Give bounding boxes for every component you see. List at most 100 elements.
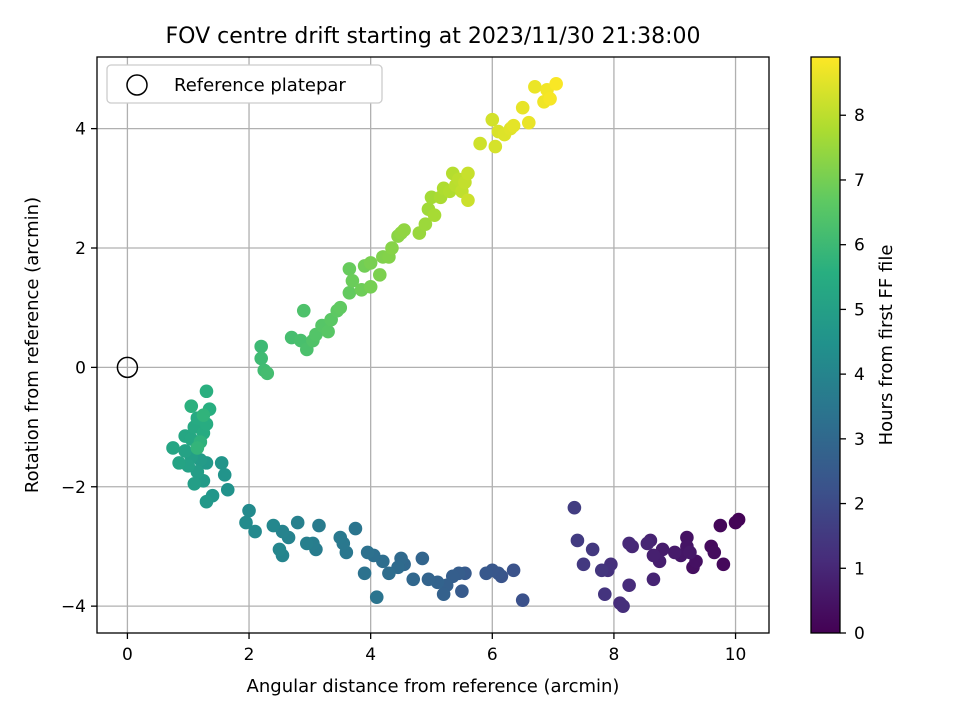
scatter-point bbox=[199, 384, 214, 399]
colorbar: 0 1 2 3 4 5 6 7 8 Hours from first FF file bbox=[810, 56, 897, 644]
scatter-point bbox=[321, 324, 335, 339]
scatter-point bbox=[646, 548, 661, 563]
colorbar-frame bbox=[810, 56, 841, 634]
x-tick-label: 6 bbox=[487, 645, 498, 665]
y-axis-ticks: −4 −2 0 2 4 bbox=[61, 120, 97, 617]
scatter-point bbox=[485, 112, 500, 127]
scatter-point bbox=[515, 100, 530, 115]
scatter-point bbox=[616, 599, 630, 613]
reference-point-marker bbox=[116, 356, 139, 379]
scatter-point bbox=[217, 468, 232, 482]
colorbar-tick-label: 0 bbox=[854, 624, 865, 644]
scatter-point bbox=[220, 482, 235, 497]
scatter-point bbox=[296, 303, 311, 318]
scatter-point bbox=[372, 268, 387, 282]
scatter-point bbox=[461, 193, 475, 208]
scatter-point bbox=[345, 274, 360, 288]
scatter-point bbox=[622, 536, 636, 551]
x-tick-label: 0 bbox=[122, 645, 133, 665]
x-tick-label: 4 bbox=[365, 645, 376, 665]
scatter-point bbox=[290, 515, 305, 530]
scatter-point bbox=[436, 587, 451, 602]
scatter-point bbox=[707, 545, 722, 560]
scatter-point bbox=[266, 518, 281, 533]
scatter-point bbox=[549, 77, 563, 91]
scatter-point bbox=[333, 530, 348, 545]
y-tick-label: −4 bbox=[61, 597, 86, 617]
x-tick-label: 2 bbox=[244, 645, 255, 665]
scatter-point bbox=[272, 542, 287, 557]
scatter-point bbox=[166, 441, 180, 455]
scatter-point bbox=[196, 408, 211, 422]
scatter-point bbox=[667, 545, 682, 560]
scatter-point bbox=[570, 533, 585, 548]
scatter-point bbox=[254, 351, 268, 366]
scatter-point bbox=[363, 280, 378, 294]
legend-box bbox=[106, 64, 383, 104]
y-tick-label: −2 bbox=[61, 478, 86, 498]
scatter-point bbox=[242, 503, 256, 518]
scatter-point bbox=[479, 566, 494, 581]
scatter-point bbox=[473, 136, 487, 151]
scatter-point bbox=[506, 118, 521, 133]
scatter-point bbox=[576, 557, 591, 572]
scatter-point bbox=[515, 593, 530, 607]
scatter-point bbox=[594, 563, 609, 578]
scatter-point bbox=[716, 557, 731, 572]
scatter-point bbox=[427, 208, 442, 222]
scatter-point bbox=[357, 566, 372, 581]
legend: Reference platepar bbox=[106, 64, 383, 104]
x-tick-label: 10 bbox=[725, 645, 747, 665]
scatter-points bbox=[166, 77, 746, 613]
scatter-point bbox=[190, 441, 205, 455]
scatter-point bbox=[521, 115, 536, 130]
scatter-point bbox=[239, 515, 253, 530]
scatter-point bbox=[506, 563, 521, 578]
scatter-point bbox=[385, 241, 399, 255]
scatter-point bbox=[187, 476, 202, 491]
scatter-point bbox=[260, 366, 275, 381]
scatter-point bbox=[360, 545, 375, 560]
scatter-point bbox=[585, 542, 600, 557]
scatter-point bbox=[543, 91, 557, 106]
scatter-point bbox=[248, 524, 262, 539]
chart-title: FOV centre drift starting at 2023/11/30 … bbox=[166, 24, 701, 49]
colorbar-tick-label: 3 bbox=[854, 430, 865, 450]
scatter-point bbox=[397, 223, 411, 237]
scatter-point bbox=[683, 545, 697, 560]
scatter-point bbox=[172, 456, 186, 470]
x-tick-label: 8 bbox=[609, 645, 620, 665]
y-tick-label: 4 bbox=[75, 120, 86, 140]
y-tick-label: 0 bbox=[75, 358, 86, 378]
x-axis-label: Angular distance from reference (arcmin) bbox=[247, 676, 620, 697]
scatter-point bbox=[640, 536, 655, 551]
colorbar-tick-label: 7 bbox=[854, 171, 865, 191]
scatter-point bbox=[254, 339, 268, 354]
y-tick-label: 2 bbox=[75, 239, 86, 259]
plot-frame bbox=[96, 56, 770, 634]
scatter-point bbox=[415, 551, 430, 566]
y-axis-label: Rotation from reference (arcmin) bbox=[22, 197, 43, 493]
scatter-point bbox=[184, 399, 199, 413]
colorbar-tick-label: 5 bbox=[854, 300, 865, 320]
scatter-point bbox=[300, 536, 314, 551]
scatter-point bbox=[646, 572, 661, 587]
colorbar-tick-label: 8 bbox=[854, 106, 865, 126]
scatter-point bbox=[363, 256, 378, 270]
scatter-point bbox=[418, 217, 433, 231]
scatter-point bbox=[567, 500, 582, 515]
colorbar-tick-label: 6 bbox=[854, 236, 865, 256]
legend-label: Reference platepar bbox=[174, 75, 346, 96]
legend-marker bbox=[126, 74, 148, 96]
x-axis-ticks: 0 2 4 6 8 10 bbox=[122, 633, 746, 665]
colorbar-ticks: 0 1 2 3 4 5 6 7 8 bbox=[840, 106, 865, 644]
colorbar-tick-label: 4 bbox=[854, 365, 865, 385]
scatter-point bbox=[199, 494, 214, 509]
scatter-point bbox=[178, 444, 192, 458]
scatter-point bbox=[342, 285, 357, 300]
colorbar-gradient bbox=[811, 57, 840, 633]
colorbar-tick-label: 1 bbox=[854, 559, 865, 579]
scatter-point bbox=[455, 584, 469, 599]
